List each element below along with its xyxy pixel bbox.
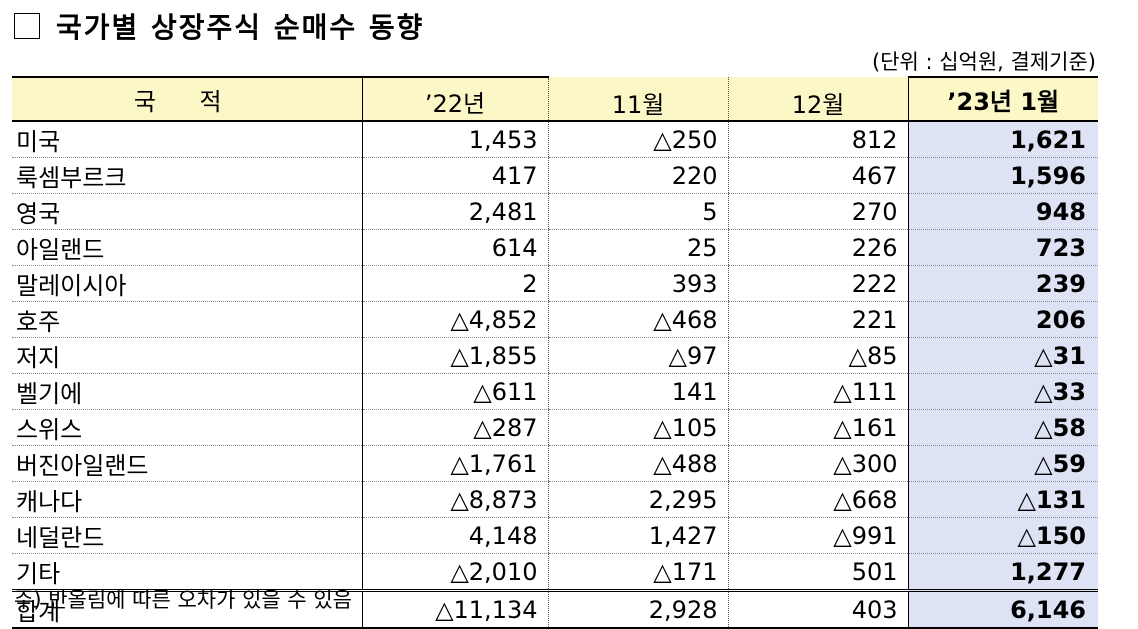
cell-m12: 270: [727, 193, 908, 230]
cell-y23m1: 1,596: [907, 157, 1098, 194]
cell-y23m1: △59: [907, 445, 1098, 482]
cell-country: 합계: [12, 589, 363, 629]
cell-country: 버진아일랜드: [12, 445, 363, 482]
cell-country: 스위스: [12, 409, 363, 446]
header-2023-jan: ’23년 1월: [907, 76, 1098, 122]
cell-y23m1: △33: [907, 373, 1098, 410]
cell-country: 기타: [12, 553, 363, 591]
header-2022: ’22년: [362, 76, 549, 122]
cell-y22: △611: [362, 373, 548, 410]
cell-m12: 226: [727, 229, 908, 266]
table-row: 아일랜드 614 25 226 723: [12, 229, 1098, 266]
cell-y22: 417: [362, 157, 548, 194]
cell-country: 호주: [12, 301, 363, 338]
cell-country: 저지: [12, 337, 363, 374]
cell-m11: △97: [547, 337, 728, 374]
cell-y22: △8,873: [362, 481, 548, 518]
table-row: 기타 △2,010 △171 501 1,277: [12, 553, 1098, 591]
cell-y23m1: △31: [907, 337, 1098, 374]
checkbox-square-icon: [14, 13, 40, 39]
cell-m11: △171: [547, 553, 728, 591]
cell-y22: △1,761: [362, 445, 548, 482]
cell-country: 아일랜드: [12, 229, 363, 266]
cell-y22: 4,148: [362, 517, 548, 554]
cell-m11: 220: [547, 157, 728, 194]
table-row: 벨기에 △611 141 △111 △33: [12, 373, 1098, 410]
table-row: 영국 2,481 5 270 948: [12, 193, 1098, 230]
table-row: 저지 △1,855 △97 △85 △31: [12, 337, 1098, 374]
cell-y22: 1,453: [362, 121, 548, 158]
cell-m12: 221: [727, 301, 908, 338]
cell-m12: 812: [727, 121, 908, 158]
table-total-row: 합계 △11,134 2,928 403 6,146: [12, 589, 1098, 629]
cell-y22: 2: [362, 265, 548, 302]
table-header-row: 국 적 ’22년 11월 12월 ’23년 1월: [12, 76, 1098, 122]
cell-country: 벨기에: [12, 373, 363, 410]
cell-m12: △161: [727, 409, 908, 446]
cell-m12: △85: [727, 337, 908, 374]
cell-y23m1: 723: [907, 229, 1098, 266]
cell-m12: 501: [727, 553, 908, 591]
cell-y22: △1,855: [362, 337, 548, 374]
cell-y22: △4,852: [362, 301, 548, 338]
cell-m11: 1,427: [547, 517, 728, 554]
cell-m12: △991: [727, 517, 908, 554]
cell-m12: △300: [727, 445, 908, 482]
cell-country: 룩셈부르크: [12, 157, 363, 194]
unit-label: (단위 : 십억원, 결제기준): [871, 50, 1096, 74]
cell-y22: 2,481: [362, 193, 548, 230]
cell-m12: △668: [727, 481, 908, 518]
table-row: 호주 △4,852 △468 221 206: [12, 301, 1098, 338]
cell-m11: △105: [547, 409, 728, 446]
table-row: 캐나다 △8,873 2,295 △668 △131: [12, 481, 1098, 518]
cell-y23m1: 1,621: [907, 121, 1098, 158]
cell-y22: 614: [362, 229, 548, 266]
cell-m11: △250: [547, 121, 728, 158]
header-nov: 11월: [547, 77, 729, 122]
cell-y23m1: 206: [907, 301, 1098, 338]
cell-m11: 25: [547, 229, 728, 266]
document-title: 국가별 상장주식 순매수 동향: [14, 6, 424, 46]
cell-m11: 5: [547, 193, 728, 230]
cell-y23m1: △150: [907, 517, 1098, 554]
footnote: 주) 반올림에 따른 오차가 있을 수 있음: [14, 588, 353, 612]
table-row: 네덜란드 4,148 1,427 △991 △150: [12, 517, 1098, 554]
cell-m11: 2,928: [547, 589, 728, 629]
cell-y22: △2,010: [362, 553, 548, 591]
net-purchase-table: 국 적 ’22년 11월 12월 ’23년 1월 미국 1,453 △250 812 1…: [12, 76, 1098, 629]
cell-m11: 393: [547, 265, 728, 302]
table-row: 말레이시아 2 393 222 239: [12, 265, 1098, 302]
cell-country: 캐나다: [12, 481, 363, 518]
table-row: 미국 1,453 △250 812 1,621: [12, 121, 1098, 158]
title-text: 국가별 상장주식 순매수 동향: [56, 11, 425, 44]
cell-y23m1: 239: [907, 265, 1098, 302]
cell-y23m1: 1,277: [907, 553, 1098, 591]
cell-y22: △11,134: [362, 589, 548, 629]
table-row: 버진아일랜드 △1,761 △488 △300 △59: [12, 445, 1098, 482]
table-row: 룩셈부르크 417 220 467 1,596: [12, 157, 1098, 194]
cell-m11: △488: [547, 445, 728, 482]
cell-country: 네덜란드: [12, 517, 363, 554]
header-dec: 12월: [728, 77, 908, 122]
cell-m11: 2,295: [547, 481, 728, 518]
cell-y23m1: △131: [907, 481, 1098, 518]
cell-country: 미국: [12, 121, 363, 158]
cell-country: 영국: [12, 193, 363, 230]
cell-m11: 141: [547, 373, 728, 410]
cell-m11: △468: [547, 301, 728, 338]
cell-y23m1: △58: [907, 409, 1098, 446]
cell-country: 말레이시아: [12, 265, 363, 302]
table-body: 미국 1,453 △250 812 1,621 룩셈부르크 417 220 467 1,596 영국…: [12, 121, 1098, 629]
cell-m12: △111: [727, 373, 908, 410]
cell-m12: 467: [727, 157, 908, 194]
cell-y22: △287: [362, 409, 548, 446]
cell-y23m1: 6,146: [907, 589, 1098, 629]
header-country: 국 적: [12, 76, 363, 122]
cell-m12: 403: [727, 589, 908, 629]
cell-m12: 222: [727, 265, 908, 302]
cell-y23m1: 948: [907, 193, 1098, 230]
table-row: 스위스 △287 △105 △161 △58: [12, 409, 1098, 446]
